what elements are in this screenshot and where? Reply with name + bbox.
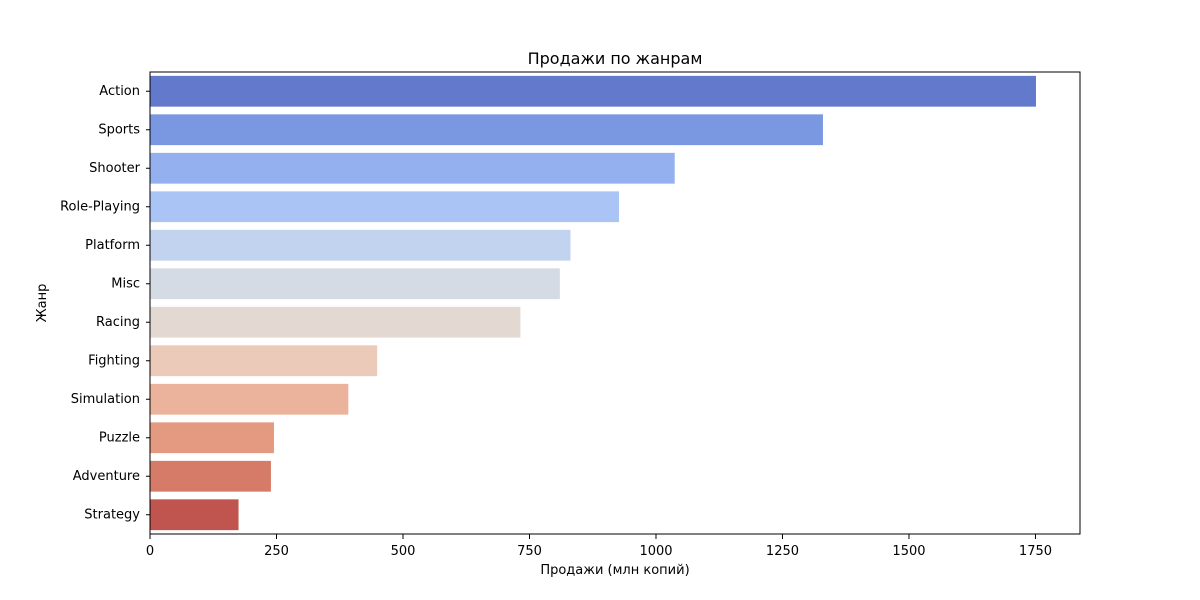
y-tick-label: Simulation <box>71 392 140 407</box>
y-tick-label: Action <box>99 84 140 99</box>
x-tick-label: 250 <box>264 544 289 559</box>
y-tick-label: Fighting <box>88 353 140 368</box>
y-tick-label: Strategy <box>84 507 140 522</box>
y-tick-label: Misc <box>111 276 140 291</box>
bar-puzzle <box>150 422 274 454</box>
x-tick-label: 0 <box>146 544 154 559</box>
y-tick-labels: Action Sports Shooter Role-Playing Platform M… <box>60 84 150 522</box>
chart-title: Продажи по жанрам <box>528 49 703 68</box>
y-tick-label: Shooter <box>89 161 140 176</box>
x-axis-title: Продажи (млн копий) <box>540 563 689 578</box>
x-axis-ticks: 0 250 500 750 1000 1250 1500 1750 <box>146 534 1052 559</box>
bars-group <box>150 75 1036 531</box>
x-tick-label: 1250 <box>766 544 799 559</box>
x-tick-label: 1500 <box>892 544 925 559</box>
y-tick-label: Adventure <box>73 469 140 484</box>
bar-action <box>150 75 1036 107</box>
y-axis-title: Жанр <box>35 284 50 323</box>
y-tick-label: Puzzle <box>99 430 140 445</box>
y-tick-label: Platform <box>85 238 140 253</box>
bar-simulation <box>150 383 349 415</box>
x-tick-label: 500 <box>391 544 416 559</box>
y-tick-label: Role-Playing <box>60 199 140 214</box>
x-tick-label: 750 <box>517 544 542 559</box>
x-tick-label: 1750 <box>1019 544 1052 559</box>
bar-misc <box>150 268 560 300</box>
bar-racing <box>150 306 521 338</box>
bar-sports <box>150 114 823 146</box>
bar-adventure <box>150 460 271 492</box>
bar-platform <box>150 229 571 261</box>
y-tick-label: Sports <box>98 122 140 137</box>
bar-role-playing <box>150 191 620 223</box>
y-tick-label: Racing <box>96 315 140 330</box>
plot-frame <box>149 71 1081 535</box>
x-tick-label: 1000 <box>639 544 672 559</box>
bar-fighting <box>150 345 378 377</box>
bar-shooter <box>150 152 675 184</box>
bar-strategy <box>150 499 239 531</box>
